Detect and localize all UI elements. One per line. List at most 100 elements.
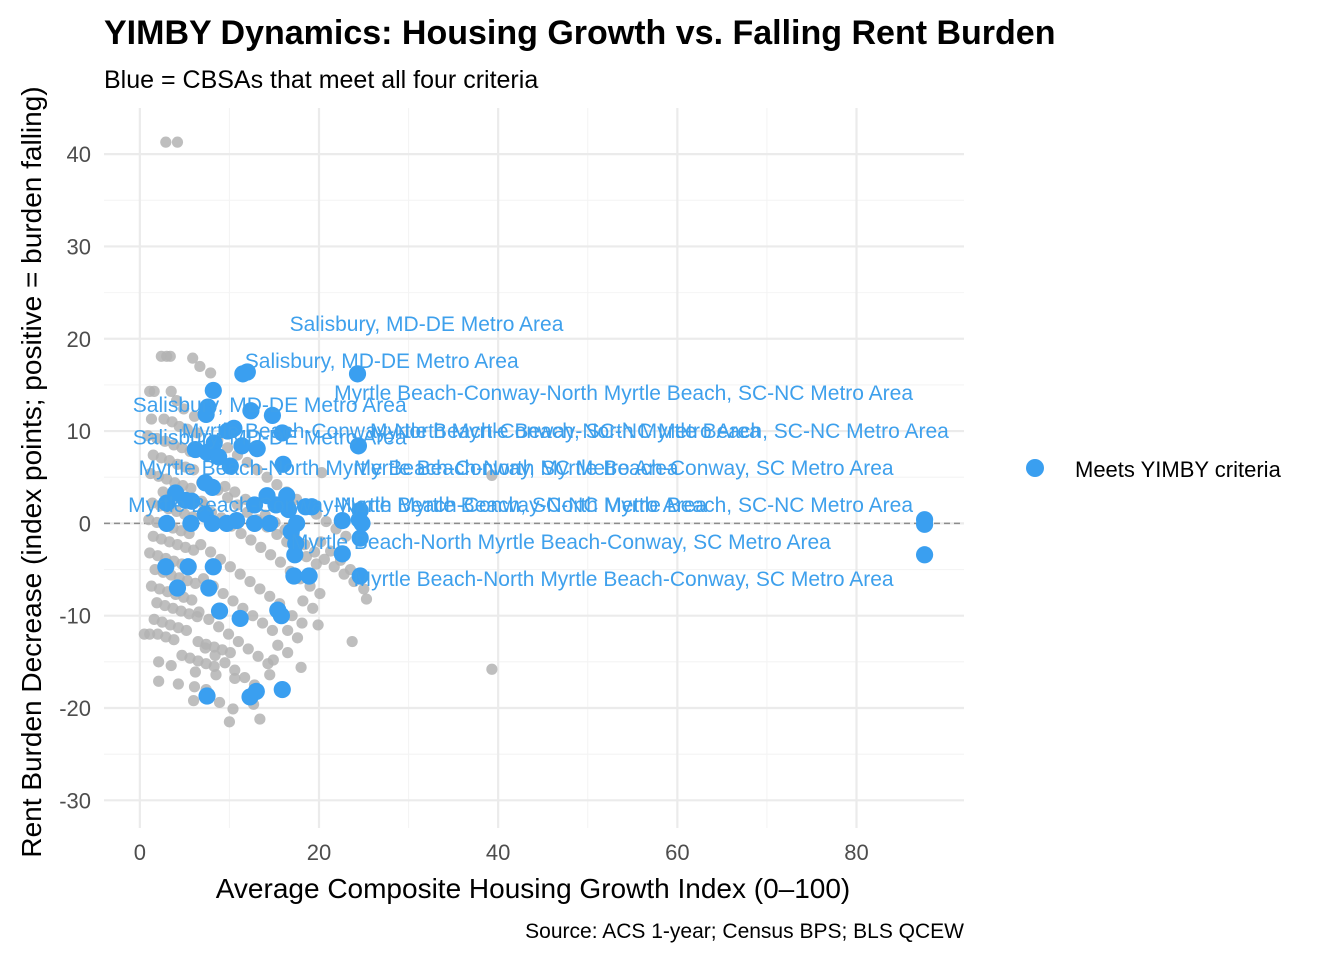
metro-label: Myrtle Beach-Conway-North Myrtle Beach, … [334, 382, 913, 405]
source-caption: Source: ACS 1-year; Census BPS; BLS QCEW [525, 920, 964, 943]
grey-point [229, 664, 241, 676]
grey-point [153, 675, 165, 687]
chart-subtitle: Blue = CBSAs that meet all four criteria [104, 66, 538, 94]
metro-label: Salisbury, MD-DE Metro Area [133, 394, 407, 417]
grey-point [195, 539, 207, 551]
blue-point [247, 682, 265, 700]
blue-point [204, 558, 222, 576]
grey-point [245, 534, 257, 546]
grey-point [247, 610, 259, 622]
y-tick-label: 40 [67, 142, 91, 167]
grey-point [219, 657, 231, 669]
grey-point [193, 606, 205, 618]
blue-point [303, 498, 321, 516]
blue-point [349, 437, 368, 455]
grey-point [160, 136, 172, 148]
grey-point [180, 624, 193, 637]
y-tick-label: -10 [59, 604, 91, 629]
blue-point [333, 545, 351, 563]
y-tick-label: -30 [59, 788, 91, 813]
grey-point [159, 435, 171, 447]
blue-point [183, 492, 201, 510]
blue-point [348, 365, 367, 383]
blue-point [300, 567, 318, 585]
grey-point [272, 639, 284, 651]
legend: Meets YIMBY criteria [1026, 457, 1282, 482]
grey-point [252, 650, 264, 662]
x-tick-label: 40 [486, 840, 510, 865]
blue-point [203, 478, 221, 496]
grey-point [271, 479, 283, 491]
y-axis-ticks: -30 -20 -10 0 10 20 30 40 [59, 142, 91, 813]
grey-point [241, 456, 253, 469]
grey-point [254, 713, 266, 725]
grey-point [199, 642, 211, 654]
grey-point [239, 671, 251, 684]
blue-point [242, 402, 260, 420]
grey-point [187, 695, 200, 707]
blue-point [333, 512, 351, 530]
grey-point [229, 486, 241, 498]
grey-point [296, 617, 308, 629]
blue-point [351, 567, 369, 585]
grey-point [307, 602, 319, 614]
metro-label: Myrtle Beach-Conway-North Myrtle Beach, … [370, 420, 949, 443]
grey-point [142, 430, 154, 442]
qualifying-points [157, 363, 934, 706]
grey-point [242, 643, 254, 655]
blue-point [219, 422, 237, 440]
grey-point [320, 515, 332, 528]
metro-label: Myrtle Beach-Conway-North Myrtle Beach, … [128, 494, 707, 517]
grey-point [227, 595, 239, 607]
grey-point [209, 649, 221, 661]
grey-point [194, 360, 206, 373]
blue-point [179, 558, 197, 576]
y-tick-label: 0 [79, 511, 91, 536]
metro-label: Salisbury, MD-DE Metro Area [133, 427, 407, 450]
grey-point [229, 672, 241, 685]
blue-point [198, 687, 216, 705]
grey-point [191, 427, 203, 439]
grey-point [486, 469, 498, 481]
y-tick-label: -20 [59, 696, 91, 721]
grey-point [227, 703, 239, 715]
grey-point [325, 545, 337, 557]
blue-point [204, 381, 222, 400]
grey-point [144, 628, 156, 640]
grey-point [187, 352, 199, 364]
grey-point [187, 464, 200, 476]
blue-point [221, 457, 239, 475]
y-axis-title: Rent Burden Decrease (index points; posi… [16, 86, 47, 857]
blue-point [351, 529, 369, 547]
metro-labels: Salisbury, MD-DE Metro Area Salisbury, MD… [128, 313, 949, 591]
metro-label: Myrtle Beach-Conway-North Myrtle Beach, … [182, 420, 761, 443]
blue-point [245, 496, 264, 514]
grey-point [189, 666, 201, 678]
grey-point [172, 678, 184, 690]
blue-point [273, 424, 291, 442]
blue-point [286, 546, 304, 564]
grey-point [145, 413, 158, 425]
blue-point [227, 512, 246, 530]
grey-point [358, 583, 370, 595]
grey-point [316, 467, 328, 479]
grey-point [308, 546, 321, 558]
blue-point [285, 567, 303, 585]
blue-point [168, 579, 187, 597]
x-axis-ticks: 0 20 40 60 80 [134, 840, 869, 865]
y-tick-label: 30 [67, 234, 91, 259]
grey-point [282, 647, 294, 659]
blue-point [182, 514, 200, 532]
grey-point [267, 654, 279, 666]
blue-point [261, 514, 279, 532]
grey-point [254, 583, 266, 595]
grey-point [314, 587, 326, 600]
blue-point [233, 437, 251, 455]
grey-point [291, 632, 304, 644]
grey-point [282, 624, 294, 637]
blue-point [274, 455, 292, 473]
grey-point [222, 442, 234, 454]
grey-point [274, 556, 287, 568]
grey-point [486, 663, 498, 675]
